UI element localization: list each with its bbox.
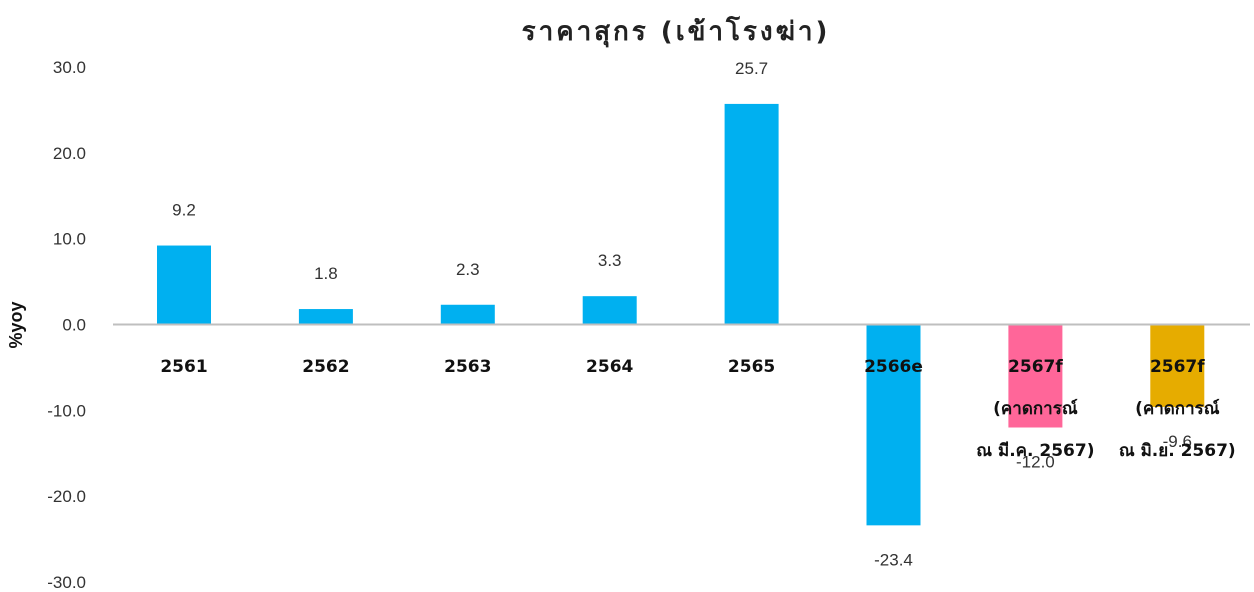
category-label: 2567f (คาดการณ์ณ มี.ค. 2567) (976, 357, 1094, 461)
category-label-line: 2562 (302, 357, 349, 377)
category-label: 2562 (302, 357, 349, 377)
data-label: 1.8 (314, 264, 338, 283)
category-label: 2566e (864, 357, 923, 377)
category-label: 2563 (444, 357, 491, 377)
category-label: 2564 (586, 357, 633, 377)
y-axis-ticks: 30.0 20.0 10.0 0.0 -10.0 -20.0 -30.0 (47, 58, 86, 592)
bar-3 (583, 296, 637, 324)
category-label-line: 2566e (864, 357, 923, 377)
category-label-line: (คาดการณ์ (993, 398, 1078, 419)
y-axis-label: %yoy (6, 301, 26, 348)
data-label: 3.3 (598, 251, 622, 270)
category-label-line: (คาดการณ์ (1135, 398, 1220, 419)
y-tick-label: -20.0 (47, 487, 86, 506)
bar-0 (157, 246, 211, 325)
category-labels: 2561 2562 2563 2564 2565 2566e 2567f (คาดการณ์ณ… (160, 357, 1235, 461)
y-tick-label: -10.0 (47, 401, 86, 420)
category-label-line: 2567f (1008, 357, 1063, 377)
bar-4 (725, 104, 779, 325)
bar-2 (441, 305, 495, 325)
category-label-line: 2561 (160, 357, 207, 377)
category-label-line: ณ มิ.ย. 2567) (1119, 441, 1236, 461)
y-tick-label: -30.0 (47, 573, 86, 592)
chart-title: ราคาสุกร (เข้าโรงฆ่า) (522, 15, 831, 48)
data-label: 9.2 (172, 201, 196, 220)
bar-1 (299, 309, 353, 324)
data-label: 25.7 (735, 59, 768, 78)
category-label-line: 2565 (728, 357, 775, 377)
y-tick-label: 30.0 (53, 58, 86, 77)
bar-5 (867, 325, 921, 526)
category-label: 2561 (160, 357, 207, 377)
category-label-line: 2564 (586, 357, 633, 377)
y-tick-label: 10.0 (53, 230, 86, 249)
category-label-line: 2567f (1150, 357, 1205, 377)
category-label: 2565 (728, 357, 775, 377)
category-label-line: ณ มี.ค. 2567) (976, 440, 1094, 461)
data-label: -23.4 (874, 550, 913, 569)
y-tick-label: 20.0 (53, 144, 86, 163)
data-label: 2.3 (456, 260, 480, 279)
y-tick-label: 0.0 (62, 316, 86, 335)
category-label-line: 2563 (444, 357, 491, 377)
category-label: 2567f (คาดการณ์ณ มิ.ย. 2567) (1119, 357, 1236, 461)
